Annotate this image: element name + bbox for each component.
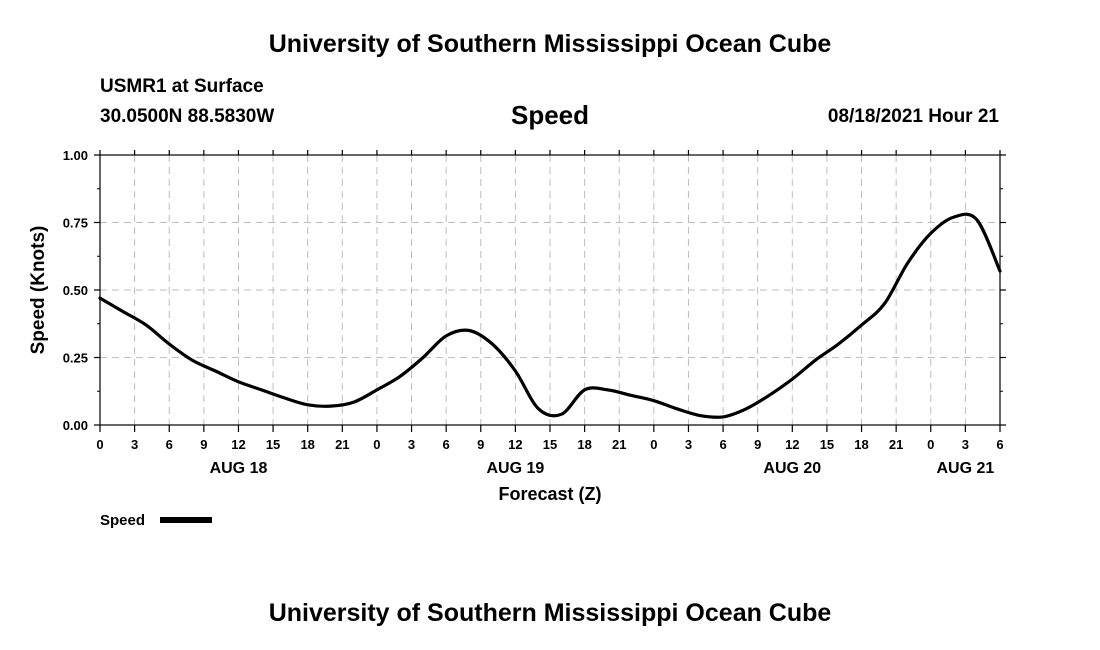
x-tick-label: 0 <box>373 437 380 452</box>
labels-layer: 0.00 0.25 0.50 0.75 1.00 0 3 6 9 12 15 18 21 0 3 6 9 12 15… <box>63 148 1004 477</box>
variable-title: Speed <box>510 100 590 130</box>
legend-label: Speed <box>100 512 145 529</box>
x-tick-label: 21 <box>335 437 349 452</box>
x-tick-label: 12 <box>785 437 799 452</box>
x-tick-label: 15 <box>266 437 280 452</box>
x-tick-label: 9 <box>200 437 207 452</box>
x-tick-label: 3 <box>131 437 138 452</box>
x-tick-label: 15 <box>543 437 557 452</box>
x-tick-label: 9 <box>754 437 761 452</box>
speed-series-line <box>98 212 1002 419</box>
y-tick-label: 1.00 <box>63 148 88 163</box>
series-layer <box>98 212 1002 419</box>
station-label: USMR1 at Surface <box>100 76 264 97</box>
x-tick-label: 21 <box>612 437 626 452</box>
coordinates-label: 30.0500N 88.5830W <box>100 106 275 127</box>
x-tick-label: 9 <box>477 437 484 452</box>
x-tick-label: 0 <box>650 437 657 452</box>
bottom-title: University of Southern Mississippi Ocean… <box>268 599 832 627</box>
x-tick-label: 3 <box>962 437 969 452</box>
x-tick-label: 15 <box>820 437 834 452</box>
plot-frame <box>99 154 1001 426</box>
x-tick-label: 21 <box>889 437 903 452</box>
y-tick-label: 0.75 <box>63 216 88 231</box>
x-tick-label: 6 <box>443 437 450 452</box>
y-tick-label: 0.00 <box>63 418 88 433</box>
x-tick-label: 12 <box>508 437 522 452</box>
x-axis-title: Forecast (Z) <box>498 484 601 504</box>
x-tick-label: 0 <box>96 437 103 452</box>
forecast-datetime: 08/18/2021 Hour 21 <box>827 106 999 127</box>
x-day-label: AUG 21 <box>936 460 994 477</box>
y-tick-label: 0.50 <box>63 283 88 298</box>
x-day-label: AUG 20 <box>763 460 821 477</box>
x-tick-label: 18 <box>300 437 314 452</box>
x-tick-label: 0 <box>927 437 934 452</box>
x-tick-label: 3 <box>408 437 415 452</box>
ticks-layer <box>94 150 1006 432</box>
x-tick-label: 6 <box>166 437 173 452</box>
x-tick-label: 6 <box>719 437 726 452</box>
x-tick-label: 18 <box>854 437 868 452</box>
x-day-label: AUG 19 <box>486 460 544 477</box>
y-axis-title: Speed (Knots) <box>28 226 49 355</box>
x-tick-label: 3 <box>685 437 692 452</box>
grid-layer <box>100 155 1000 425</box>
x-tick-label: 6 <box>996 437 1003 452</box>
y-tick-label: 0.25 <box>63 351 88 366</box>
x-day-label: AUG 18 <box>210 460 268 477</box>
x-tick-label: 18 <box>577 437 591 452</box>
top-title: University of Southern Mississippi Ocean… <box>268 30 832 58</box>
x-tick-label: 12 <box>231 437 245 452</box>
